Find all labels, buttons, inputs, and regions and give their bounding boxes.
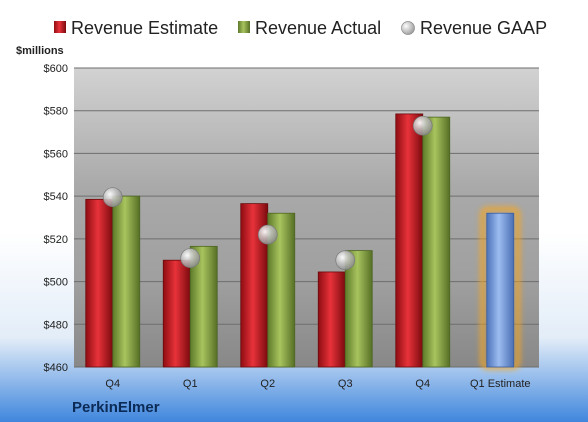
x-tick-label: Q3 (338, 378, 353, 390)
grid-lines (74, 67, 539, 368)
bar-revenue-estimate (162, 259, 191, 368)
company-name: PerkinElmer (72, 399, 160, 416)
y-tick-label: $480 (44, 319, 68, 331)
y-tick-label: $520 (44, 234, 68, 246)
gaap-marker (102, 187, 123, 208)
gaap-marker (180, 248, 201, 268)
x-tick-label: Q1 (183, 378, 198, 390)
x-tick-label: Q4 (105, 378, 120, 390)
gaap-markers (102, 115, 433, 271)
y-tick-label: $500 (44, 277, 68, 289)
gaap-marker (335, 250, 356, 271)
bar-revenue-actual (112, 195, 141, 368)
legend-item-gaap: Revenue GAAP (401, 18, 547, 38)
y-tick-label: $460 (44, 362, 68, 374)
legend-item-estimate: Revenue Estimate (54, 18, 218, 38)
x-tick-label: Q2 (260, 378, 275, 390)
gaap-marker (412, 115, 433, 136)
bar-q1-estimate (486, 212, 515, 368)
bars (85, 113, 521, 370)
legend-swatch-estimate (54, 21, 66, 33)
x-tick-label: Q1 Estimate (470, 378, 531, 390)
y-axis-unit-label: $millions (16, 45, 64, 57)
y-tick-label: $580 (44, 106, 68, 118)
y-tick-label: $560 (44, 148, 68, 160)
bar-revenue-estimate (395, 113, 424, 368)
legend-label-gaap: Revenue GAAP (420, 18, 547, 38)
legend-label-actual: Revenue Actual (255, 18, 381, 38)
legend: Revenue Estimate Revenue Actual Revenue … (54, 18, 547, 38)
bar-revenue-actual (344, 250, 373, 368)
y-tick-label: $600 (44, 63, 68, 75)
bar-revenue-actual (422, 116, 451, 368)
plot-area (74, 68, 539, 367)
gaap-marker (257, 224, 278, 245)
legend-swatch-gaap (401, 21, 415, 35)
legend-swatch-actual (238, 21, 250, 33)
legend-label-estimate: Revenue Estimate (71, 18, 218, 38)
x-tick-label: Q4 (415, 378, 430, 390)
y-axis-ticks: $460 $480 $500 $520 $540 $560 $580 $600 (44, 63, 68, 374)
x-axis-ticks: Q4 Q1 Q2 Q3 Q4 Q1 Estimate (105, 378, 530, 390)
legend-item-actual: Revenue Actual (238, 18, 381, 38)
bar-revenue-estimate (317, 271, 346, 368)
y-tick-label: $540 (44, 191, 68, 203)
bar-revenue-estimate (85, 198, 114, 368)
